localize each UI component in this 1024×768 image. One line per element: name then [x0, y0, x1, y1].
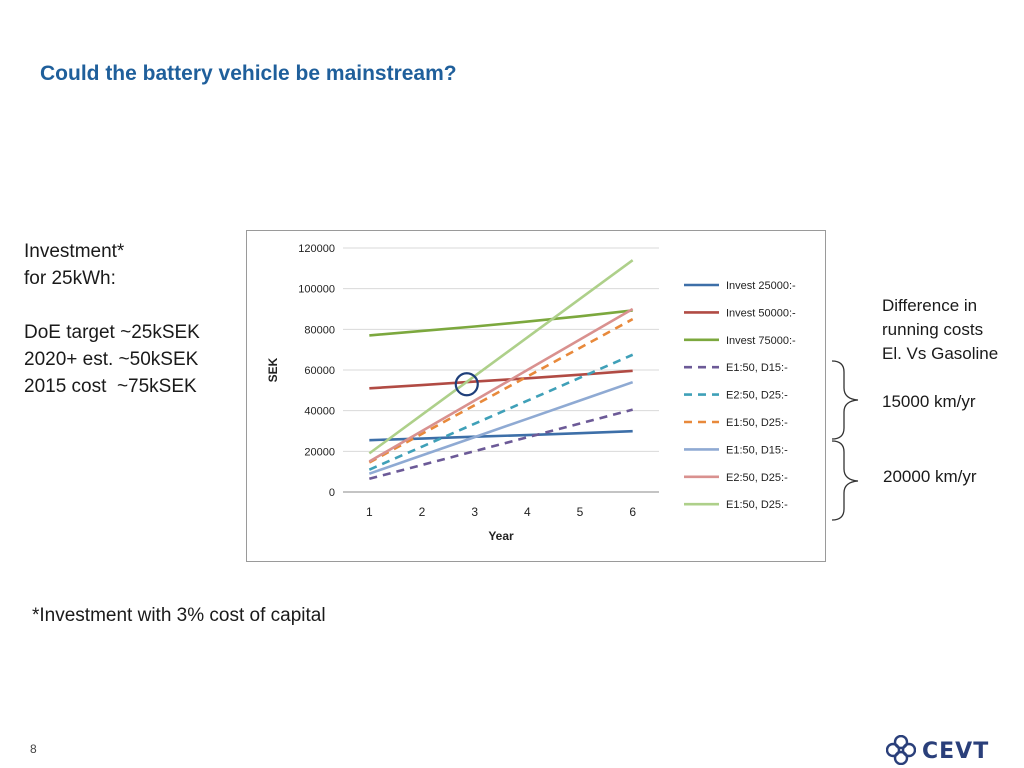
legend-label: Invest 75000:- [726, 335, 796, 347]
legend-label: E1:50, D25:- [726, 417, 788, 429]
y-tick-label: 120000 [298, 243, 335, 255]
km-label-15000: 15000 km/yr [882, 392, 976, 411]
series-line [369, 309, 633, 337]
x-tick-label: 4 [524, 505, 531, 519]
running-cost-notes: Difference in running costs El. Vs Gasol… [882, 294, 998, 414]
series-line [368, 380, 634, 475]
investment-notes: Investment* for 25kWh: DoE target ~25kSE… [24, 238, 200, 400]
y-tick-label: 80000 [304, 324, 335, 336]
legend-label: Invest 25000:- [726, 280, 796, 292]
legend-label: E2:50, D25:- [726, 390, 788, 402]
series-line [368, 259, 634, 455]
series-line [368, 353, 634, 471]
y-tick-label: 100000 [298, 284, 335, 296]
y-tick-label: 60000 [304, 365, 335, 377]
brace-group [831, 360, 859, 521]
running-cost-line3: El. Vs Gasoline [882, 344, 999, 363]
y-tick-label: 40000 [304, 406, 335, 418]
slide-title: Could the battery vehicle be mainstream? [40, 62, 457, 85]
brace-15000 [831, 360, 859, 440]
highlight-circle [454, 372, 479, 397]
investment-heading: Investment* [24, 241, 125, 262]
legend-label: E1:50, D25:- [726, 499, 788, 511]
cost-2015-note: 2015 cost ~75kSEK [24, 376, 197, 397]
running-cost-line2: running costs [882, 320, 984, 339]
series-line [368, 307, 634, 463]
investment-subheading: for 25kWh: [24, 268, 116, 289]
running-cost-line1: Difference in [882, 296, 978, 315]
doe-target-note: DoE target ~25kSEK [24, 322, 200, 343]
y-axis-label: SEK [266, 357, 280, 382]
x-tick-label: 6 [629, 505, 636, 519]
line-chart: 0 20000 40000 60000 80000 100000 120000 1 2 3 4 5 6 Y… [266, 243, 796, 543]
logo-text: CEVT [922, 739, 990, 764]
page-number: 8 [30, 742, 37, 756]
x-tick-label: 5 [577, 505, 584, 519]
chart-frame: 0 20000 40000 60000 80000 100000 120000 1 2 3 4 5 6 Y… [246, 230, 826, 562]
series-line [368, 318, 634, 464]
series-line [369, 408, 633, 481]
x-axis-label: Year [488, 529, 514, 543]
legend-label: Invest 50000:- [726, 307, 796, 319]
km-label-20000: 20000 km/yr [883, 467, 977, 486]
cevt-logo-icon [886, 735, 916, 765]
legend-label: E2:50, D25:- [726, 472, 788, 484]
y-tick-label: 0 [329, 487, 335, 499]
legend-label: E1:50, D15:- [726, 444, 788, 456]
brace-20000 [831, 440, 859, 521]
legend-label: E1:50, D15:- [726, 362, 788, 374]
cevt-logo: CEVT [886, 733, 996, 767]
footnote: *Investment with 3% cost of capital [32, 605, 326, 626]
y-tick-label: 20000 [304, 446, 335, 458]
estimate-2020-note: 2020+ est. ~50kSEK [24, 349, 199, 370]
x-tick-label: 1 [366, 505, 373, 519]
x-tick-label: 2 [419, 505, 426, 519]
x-tick-label: 3 [471, 505, 478, 519]
